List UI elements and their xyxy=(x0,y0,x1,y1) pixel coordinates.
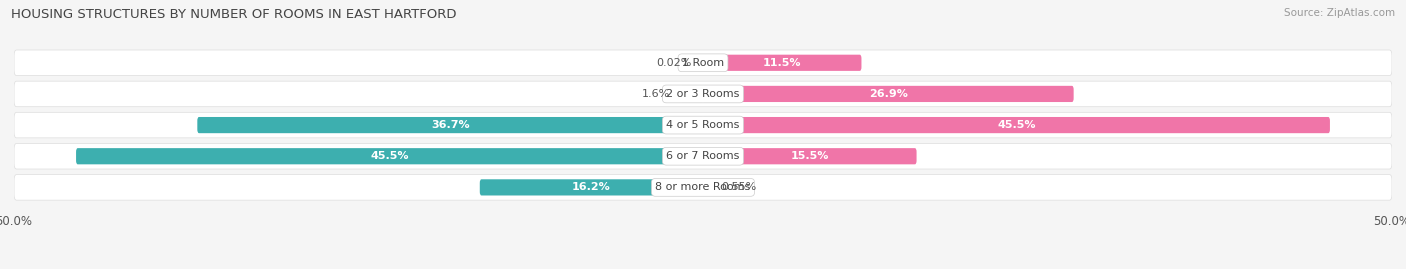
FancyBboxPatch shape xyxy=(14,112,1392,138)
Text: 26.9%: 26.9% xyxy=(869,89,908,99)
FancyBboxPatch shape xyxy=(14,50,1392,76)
FancyBboxPatch shape xyxy=(703,86,1074,102)
FancyBboxPatch shape xyxy=(76,148,703,164)
FancyBboxPatch shape xyxy=(703,179,710,196)
Text: Source: ZipAtlas.com: Source: ZipAtlas.com xyxy=(1284,8,1395,18)
FancyBboxPatch shape xyxy=(14,175,1392,200)
Text: 45.5%: 45.5% xyxy=(997,120,1036,130)
Text: 16.2%: 16.2% xyxy=(572,182,610,192)
Text: 15.5%: 15.5% xyxy=(790,151,830,161)
Text: 2 or 3 Rooms: 2 or 3 Rooms xyxy=(666,89,740,99)
Text: 36.7%: 36.7% xyxy=(430,120,470,130)
FancyBboxPatch shape xyxy=(681,86,703,102)
Text: 1 Room: 1 Room xyxy=(682,58,724,68)
FancyBboxPatch shape xyxy=(14,81,1392,107)
FancyBboxPatch shape xyxy=(14,143,1392,169)
Text: 45.5%: 45.5% xyxy=(370,151,409,161)
FancyBboxPatch shape xyxy=(479,179,703,196)
FancyBboxPatch shape xyxy=(197,117,703,133)
FancyBboxPatch shape xyxy=(703,117,1330,133)
Text: 8 or more Rooms: 8 or more Rooms xyxy=(655,182,751,192)
Text: 1.6%: 1.6% xyxy=(641,89,669,99)
FancyBboxPatch shape xyxy=(702,55,704,71)
Text: 0.02%: 0.02% xyxy=(657,58,692,68)
Text: 4 or 5 Rooms: 4 or 5 Rooms xyxy=(666,120,740,130)
FancyBboxPatch shape xyxy=(703,55,862,71)
Text: 0.55%: 0.55% xyxy=(721,182,756,192)
Text: 11.5%: 11.5% xyxy=(763,58,801,68)
FancyBboxPatch shape xyxy=(703,148,917,164)
Text: HOUSING STRUCTURES BY NUMBER OF ROOMS IN EAST HARTFORD: HOUSING STRUCTURES BY NUMBER OF ROOMS IN… xyxy=(11,8,457,21)
Text: 6 or 7 Rooms: 6 or 7 Rooms xyxy=(666,151,740,161)
